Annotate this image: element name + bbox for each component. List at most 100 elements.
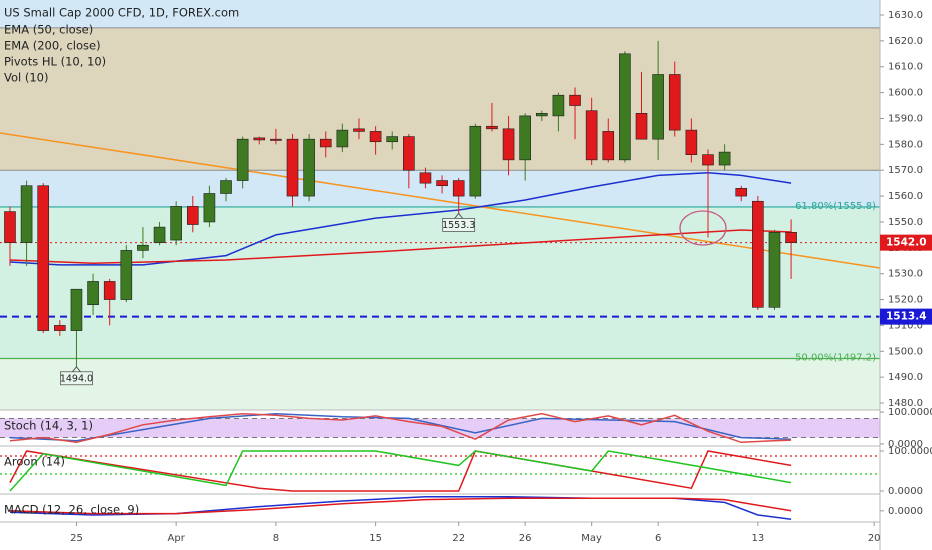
x-tick-label: Apr: [168, 533, 186, 544]
pivot-box: [442, 218, 476, 232]
candle-body: [137, 244, 149, 251]
candle-body: [353, 128, 365, 132]
y-tick-label: 1550.0: [888, 217, 923, 228]
candle-body: [70, 288, 83, 331]
y-tick-label: 1590.0: [888, 113, 923, 124]
pane-title: MACD (12, 26, close, 9): [4, 503, 139, 517]
fib-label: 61.80%(1555.8): [795, 201, 876, 212]
price-tag-label: 1513.4: [886, 311, 927, 323]
y-tick-label: 1600.0: [888, 88, 923, 99]
pane-title: Aroon (14): [4, 455, 65, 469]
candle-body: [552, 94, 565, 117]
candle-body: [569, 94, 581, 106]
candle-body: [20, 185, 33, 243]
candle-body: [54, 325, 66, 331]
candle-body: [752, 200, 764, 308]
y-tick-label: 0.0000: [888, 506, 923, 517]
x-tick-label: 20: [868, 533, 881, 544]
price-tag: [880, 234, 932, 251]
stoch-band: [0, 418, 880, 438]
pivot-label: 1553.3: [442, 220, 475, 231]
candle-body: [486, 125, 498, 130]
candle-body: [502, 128, 515, 161]
y-tick-label: 0.0000: [888, 439, 923, 450]
x-tick-label: 25: [70, 533, 83, 544]
candle-body: [303, 138, 315, 197]
candle-body: [186, 206, 199, 225]
candle-body: [419, 172, 432, 184]
candle-body: [336, 129, 349, 148]
candle-body: [702, 154, 714, 166]
indicator-line: [9, 497, 792, 515]
pivot-label: 1494.0: [60, 373, 93, 384]
candle-body: [718, 151, 731, 166]
candle-body: [602, 131, 615, 161]
layers: 61.80%(1555.8) 50.00%(1497.2) 1553.3 1494.0…: [0, 27, 881, 520]
circle-drawing: [679, 210, 727, 246]
candle-body: [203, 193, 216, 223]
legend-entry: EMA (50, close): [4, 23, 93, 37]
y-tick-label: 1510.0: [888, 320, 923, 331]
candle-body: [403, 136, 415, 171]
x-tick-label: 26: [519, 533, 532, 544]
zone: [0, 27, 880, 171]
candle-body: [452, 180, 465, 197]
candle-body: [768, 231, 781, 308]
y-tick-label: 100.0000: [888, 446, 932, 457]
y-tick-label: 1610.0: [888, 62, 923, 73]
y-tick-label: 1620.0: [888, 36, 923, 47]
y-tick-label: 1630.0: [888, 10, 923, 21]
y-tick-label: 1520.0: [888, 295, 923, 306]
candle-body: [436, 180, 448, 187]
legend-entry: Pivots HL (10, 10): [4, 55, 106, 69]
trendline: [0, 132, 881, 269]
y-tick-label: 1500.0: [888, 346, 923, 357]
candle-body: [685, 129, 698, 155]
y-tick-label: 1480.0: [888, 398, 923, 409]
candle-body: [153, 226, 166, 243]
chart-title: US Small Cap 2000 CFD, 1D, FOREX.com: [4, 6, 239, 20]
x-tick-label: 8: [273, 533, 279, 544]
candle-body: [120, 250, 133, 300]
candle-body: [469, 125, 482, 197]
legend-entry: Vol (10): [4, 71, 48, 85]
candle-body: [87, 281, 99, 306]
candle-body: [103, 281, 116, 300]
candle-body: [369, 131, 382, 143]
candle-body: [37, 185, 50, 331]
fib-label: 50.00%(1497.2): [795, 353, 876, 364]
candle-body: [635, 112, 648, 140]
candle-body: [668, 74, 681, 131]
candle-body: [519, 115, 531, 161]
candle-body: [4, 211, 16, 243]
pivot-marker: [454, 212, 464, 219]
y-tick-label: 1560.0: [888, 191, 923, 202]
x-tick-label: 22: [452, 533, 465, 544]
candle-body: [535, 112, 548, 117]
zone: [0, 206, 880, 359]
candle-body: [253, 137, 266, 141]
indicator-line: [9, 450, 792, 492]
indicator-line: [9, 229, 792, 265]
y-tick-label: 1580.0: [888, 139, 923, 150]
pane-title: Stoch (14, 3, 1): [4, 419, 93, 433]
x-tick-label: 6: [655, 533, 661, 544]
candle-body: [286, 138, 299, 197]
candle-body: [386, 136, 399, 143]
indicator-line: [9, 412, 792, 444]
candle-body: [735, 188, 748, 197]
price-tag-label: 1542.0: [886, 237, 927, 249]
candle-body: [220, 180, 232, 194]
y-tick-label: 100.0000: [888, 407, 932, 418]
x-tick-label: 15: [369, 533, 382, 544]
pivot-box: [60, 371, 93, 386]
y-tick-label: 1530.0: [888, 269, 923, 280]
candle-body: [170, 206, 182, 241]
x-tick-label: 13: [751, 533, 764, 544]
legend-entry: EMA (200, close): [4, 39, 101, 53]
candle-body: [619, 53, 631, 161]
candle-body: [785, 231, 797, 243]
x-tick-label: May: [581, 533, 602, 544]
